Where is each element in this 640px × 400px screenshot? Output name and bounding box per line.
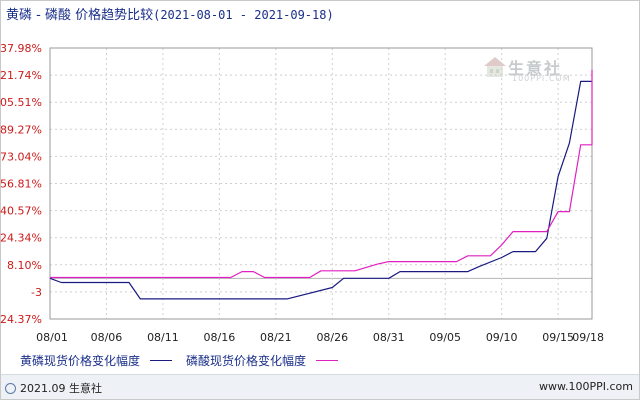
watermark-sub: 100PPI.COM [512,74,571,83]
x-tick-label: 08/06 [91,331,123,344]
y-tick-label: 89.27% [0,123,42,136]
legend-swatch [316,360,339,361]
x-tick-label: 09/10 [486,331,518,344]
footer-copyright: 2021.09 生意社 [20,382,102,395]
y-tick-label: 121.74% [0,69,42,82]
x-tick-label: 08/21 [260,331,292,344]
legend-swatch [150,360,173,361]
x-tick-label: 08/26 [316,331,348,344]
legend-item-2: 磷酸现货价格变化幅度 [186,352,339,369]
series-line-1 [49,80,592,300]
y-tick-label: 24.34% [0,232,42,245]
footer-right: www.100PPI.com [539,380,633,393]
footer-left: 2021.09 生意社 [5,380,102,396]
y-tick-label: 73.04% [0,150,42,163]
y-tick-label: 56.81% [0,177,42,190]
y-tick-label: 105.51% [0,96,42,109]
legend: 黄磷现货价格变化幅度 磷酸现货价格变化幅度 [20,352,352,369]
house-logo-icon [484,57,506,77]
watermark-name: 生意社 [508,59,563,78]
globe-icon [5,382,16,394]
x-tick-label: 08/31 [373,331,405,344]
y-tick-label: 40.57% [0,205,42,218]
series-line-2 [50,69,593,279]
x-tick-label: 09/18 [572,331,604,344]
y-tick-label: 137.98% [0,42,42,55]
legend-label: 磷酸现货价格变化幅度 [186,354,307,368]
chart-title: 黄磷 - 磷酸 价格趋势比较(2021-08-01 - 2021-09-18) [6,4,334,23]
y-tick-label: -3 [31,286,42,299]
x-tick-label: 08/16 [204,331,236,344]
legend-label: 黄磷现货价格变化幅度 [20,354,141,368]
y-tick-label: -24.37% [0,313,42,326]
legend-item-1: 黄磷现货价格变化幅度 [20,352,173,369]
footer-website-link[interactable]: www.100PPI.com [539,380,633,393]
x-tick-label: 08/11 [147,331,179,344]
x-tick-label: 08/01 [36,331,68,344]
x-tick-label: 09/05 [429,331,461,344]
title-date-range: (2021-08-01 - 2021-09-18) [153,8,334,22]
title-main: 黄磷 - 磷酸 价格趋势比较 [6,8,154,23]
watermark: 生意社 100PPI.COM [482,55,570,83]
y-tick-label: 8.10% [7,259,42,272]
footer-bar: 2021.09 生意社 www.100PPI.com [1,374,639,399]
plot-area-border [49,47,593,320]
x-tick-label: 09/15 [542,331,574,344]
